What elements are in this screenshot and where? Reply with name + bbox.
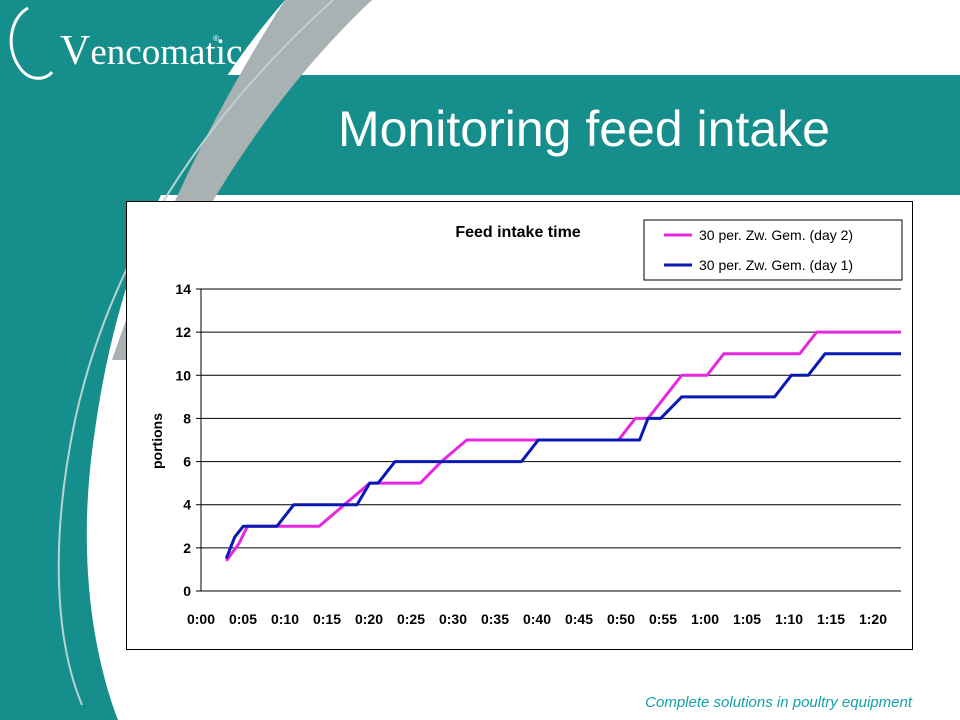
x-tick-label: 1:00 [691,611,719,627]
feed-intake-chart: Feed intake time portions 0 2 4 6 8 10 12 14 0:… [126,201,913,650]
brand-logo: Vencomatic [60,27,242,75]
x-tick-label: 0:35 [481,611,509,627]
y-axis-label: portions [149,413,165,469]
y-tick-label: 12 [175,324,191,340]
x-tick-label: 0:30 [439,611,467,627]
legend-label-day2: 30 per. Zw. Gem. (day 2) [699,227,853,243]
x-tick-label: 0:50 [607,611,635,627]
x-tick-label: 0:20 [355,611,383,627]
legend: 30 per. Zw. Gem. (day 2) 30 per. Zw. Gem… [643,219,903,281]
chart-title: Feed intake time [455,224,580,241]
teal-left-panel [0,0,285,720]
x-tick-label: 0:55 [649,611,677,627]
x-tick-labels: 0:00 0:05 0:10 0:15 0:20 0:25 0:30 0:35 0:40 0:45… [187,611,887,627]
brand-initial: V [60,28,91,74]
series-line-day1 [224,352,901,560]
x-tick-label: 1:20 [859,611,887,627]
slide-title: Monitoring feed intake [338,101,830,157]
x-tick-label: 1:05 [733,611,761,627]
y-tick-label: 8 [183,410,191,426]
x-tick-label: 1:10 [775,611,803,627]
x-tick-label: 0:15 [313,611,341,627]
y-tick-label: 2 [183,540,191,556]
x-tick-label: 0:05 [229,611,257,627]
x-tick-label: 0:25 [397,611,425,627]
swoosh-line [57,0,334,706]
brand-name: encomatic [90,32,243,73]
x-tick-label: 0:40 [523,611,551,627]
y-tick-label: 14 [175,281,191,297]
y-tick-label: 10 [175,367,191,383]
legend-label-day1: 30 per. Zw. Gem. (day 1) [699,257,853,273]
x-tick-label: 0:00 [187,611,215,627]
x-tick-label: 1:15 [817,611,845,627]
y-tick-label: 0 [183,583,191,599]
y-tick-label: 4 [183,497,191,513]
y-tick-labels: 0 2 4 6 8 10 12 14 [175,281,191,599]
x-tick-label: 0:45 [565,611,593,627]
logo-v-icon [9,6,54,80]
brand-registered-mark: ® [213,34,219,43]
legend-box [643,219,903,281]
series-lines [224,330,901,562]
x-tick-label: 0:10 [271,611,299,627]
gridlines [196,288,901,592]
footer-tagline: Complete solutions in poultry equipment [645,694,912,711]
y-tick-label: 6 [183,454,191,470]
